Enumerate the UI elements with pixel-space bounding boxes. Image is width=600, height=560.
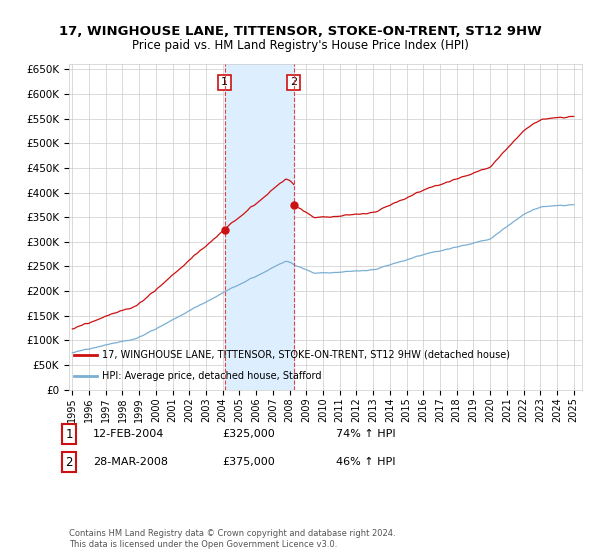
Text: £325,000: £325,000 (222, 429, 275, 439)
Text: 17, WINGHOUSE LANE, TITTENSOR, STOKE-ON-TRENT, ST12 9HW: 17, WINGHOUSE LANE, TITTENSOR, STOKE-ON-… (59, 25, 541, 38)
Text: HPI: Average price, detached house, Stafford: HPI: Average price, detached house, Staf… (103, 371, 322, 381)
Text: 1: 1 (221, 77, 228, 87)
Text: 2: 2 (65, 455, 73, 469)
Text: £375,000: £375,000 (222, 457, 275, 467)
Text: 2: 2 (290, 77, 298, 87)
Text: 12-FEB-2004: 12-FEB-2004 (93, 429, 164, 439)
Text: 46% ↑ HPI: 46% ↑ HPI (336, 457, 395, 467)
Text: 17, WINGHOUSE LANE, TITTENSOR, STOKE-ON-TRENT, ST12 9HW (detached house): 17, WINGHOUSE LANE, TITTENSOR, STOKE-ON-… (103, 350, 511, 360)
Text: 1: 1 (65, 427, 73, 441)
Text: Contains HM Land Registry data © Crown copyright and database right 2024.
This d: Contains HM Land Registry data © Crown c… (69, 529, 395, 549)
Text: 28-MAR-2008: 28-MAR-2008 (93, 457, 168, 467)
Text: 74% ↑ HPI: 74% ↑ HPI (336, 429, 395, 439)
Bar (225, 64, 294, 390)
Text: Price paid vs. HM Land Registry's House Price Index (HPI): Price paid vs. HM Land Registry's House … (131, 39, 469, 52)
